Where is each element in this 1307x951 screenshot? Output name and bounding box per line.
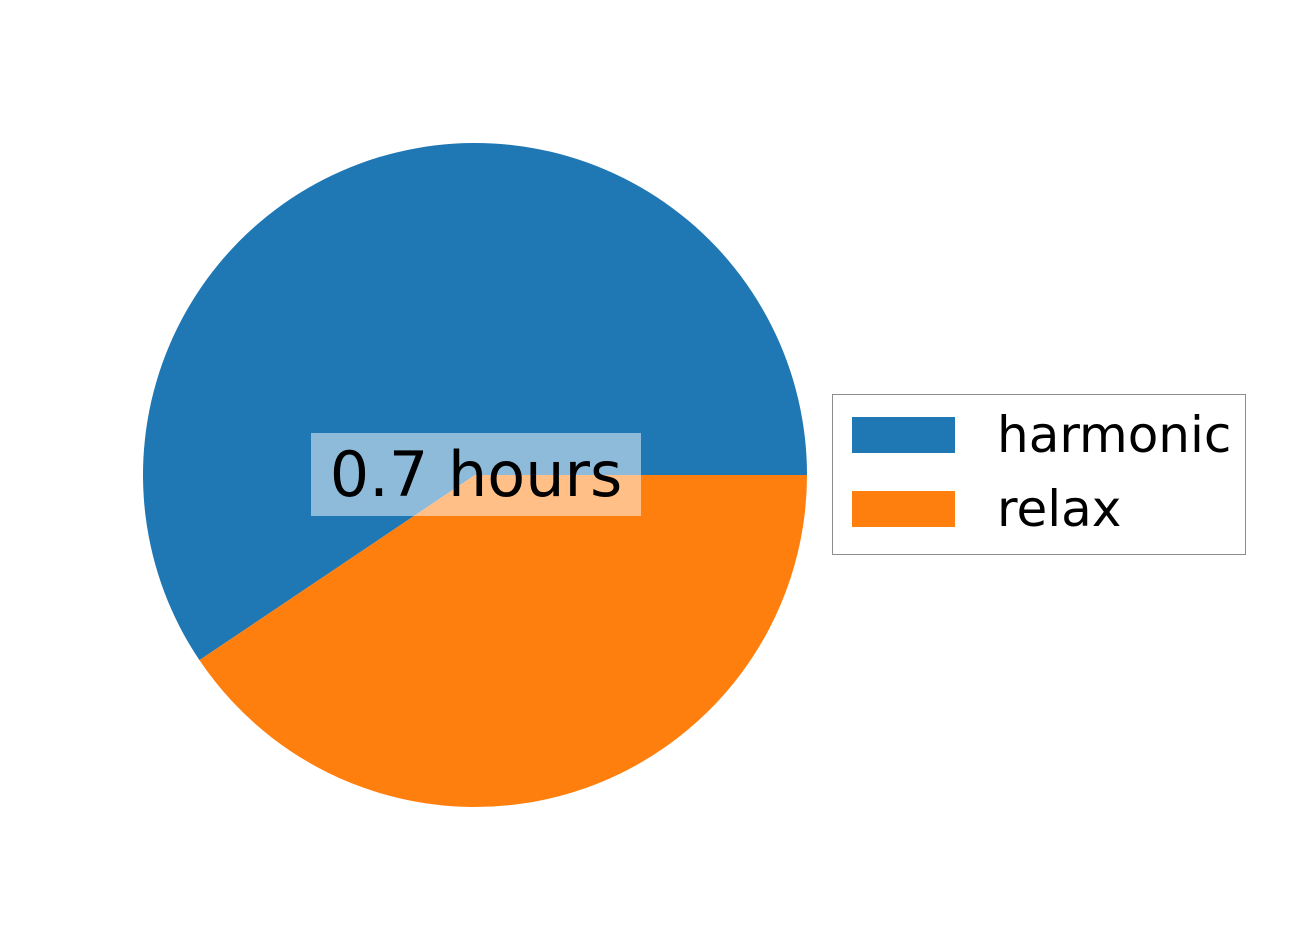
legend-entry-relax[interactable]: relax [833, 480, 1245, 538]
chart-legend: harmonic relax [832, 394, 1246, 555]
legend-entry-harmonic[interactable]: harmonic [833, 406, 1245, 464]
pie-wedge-relax[interactable] [199, 475, 808, 807]
legend-swatch-relax [852, 491, 955, 527]
legend-label-relax: relax [997, 480, 1122, 538]
legend-label-harmonic: harmonic [997, 406, 1232, 464]
pie-wedge-harmonic[interactable] [142, 142, 807, 661]
legend-swatch-harmonic [852, 417, 955, 453]
